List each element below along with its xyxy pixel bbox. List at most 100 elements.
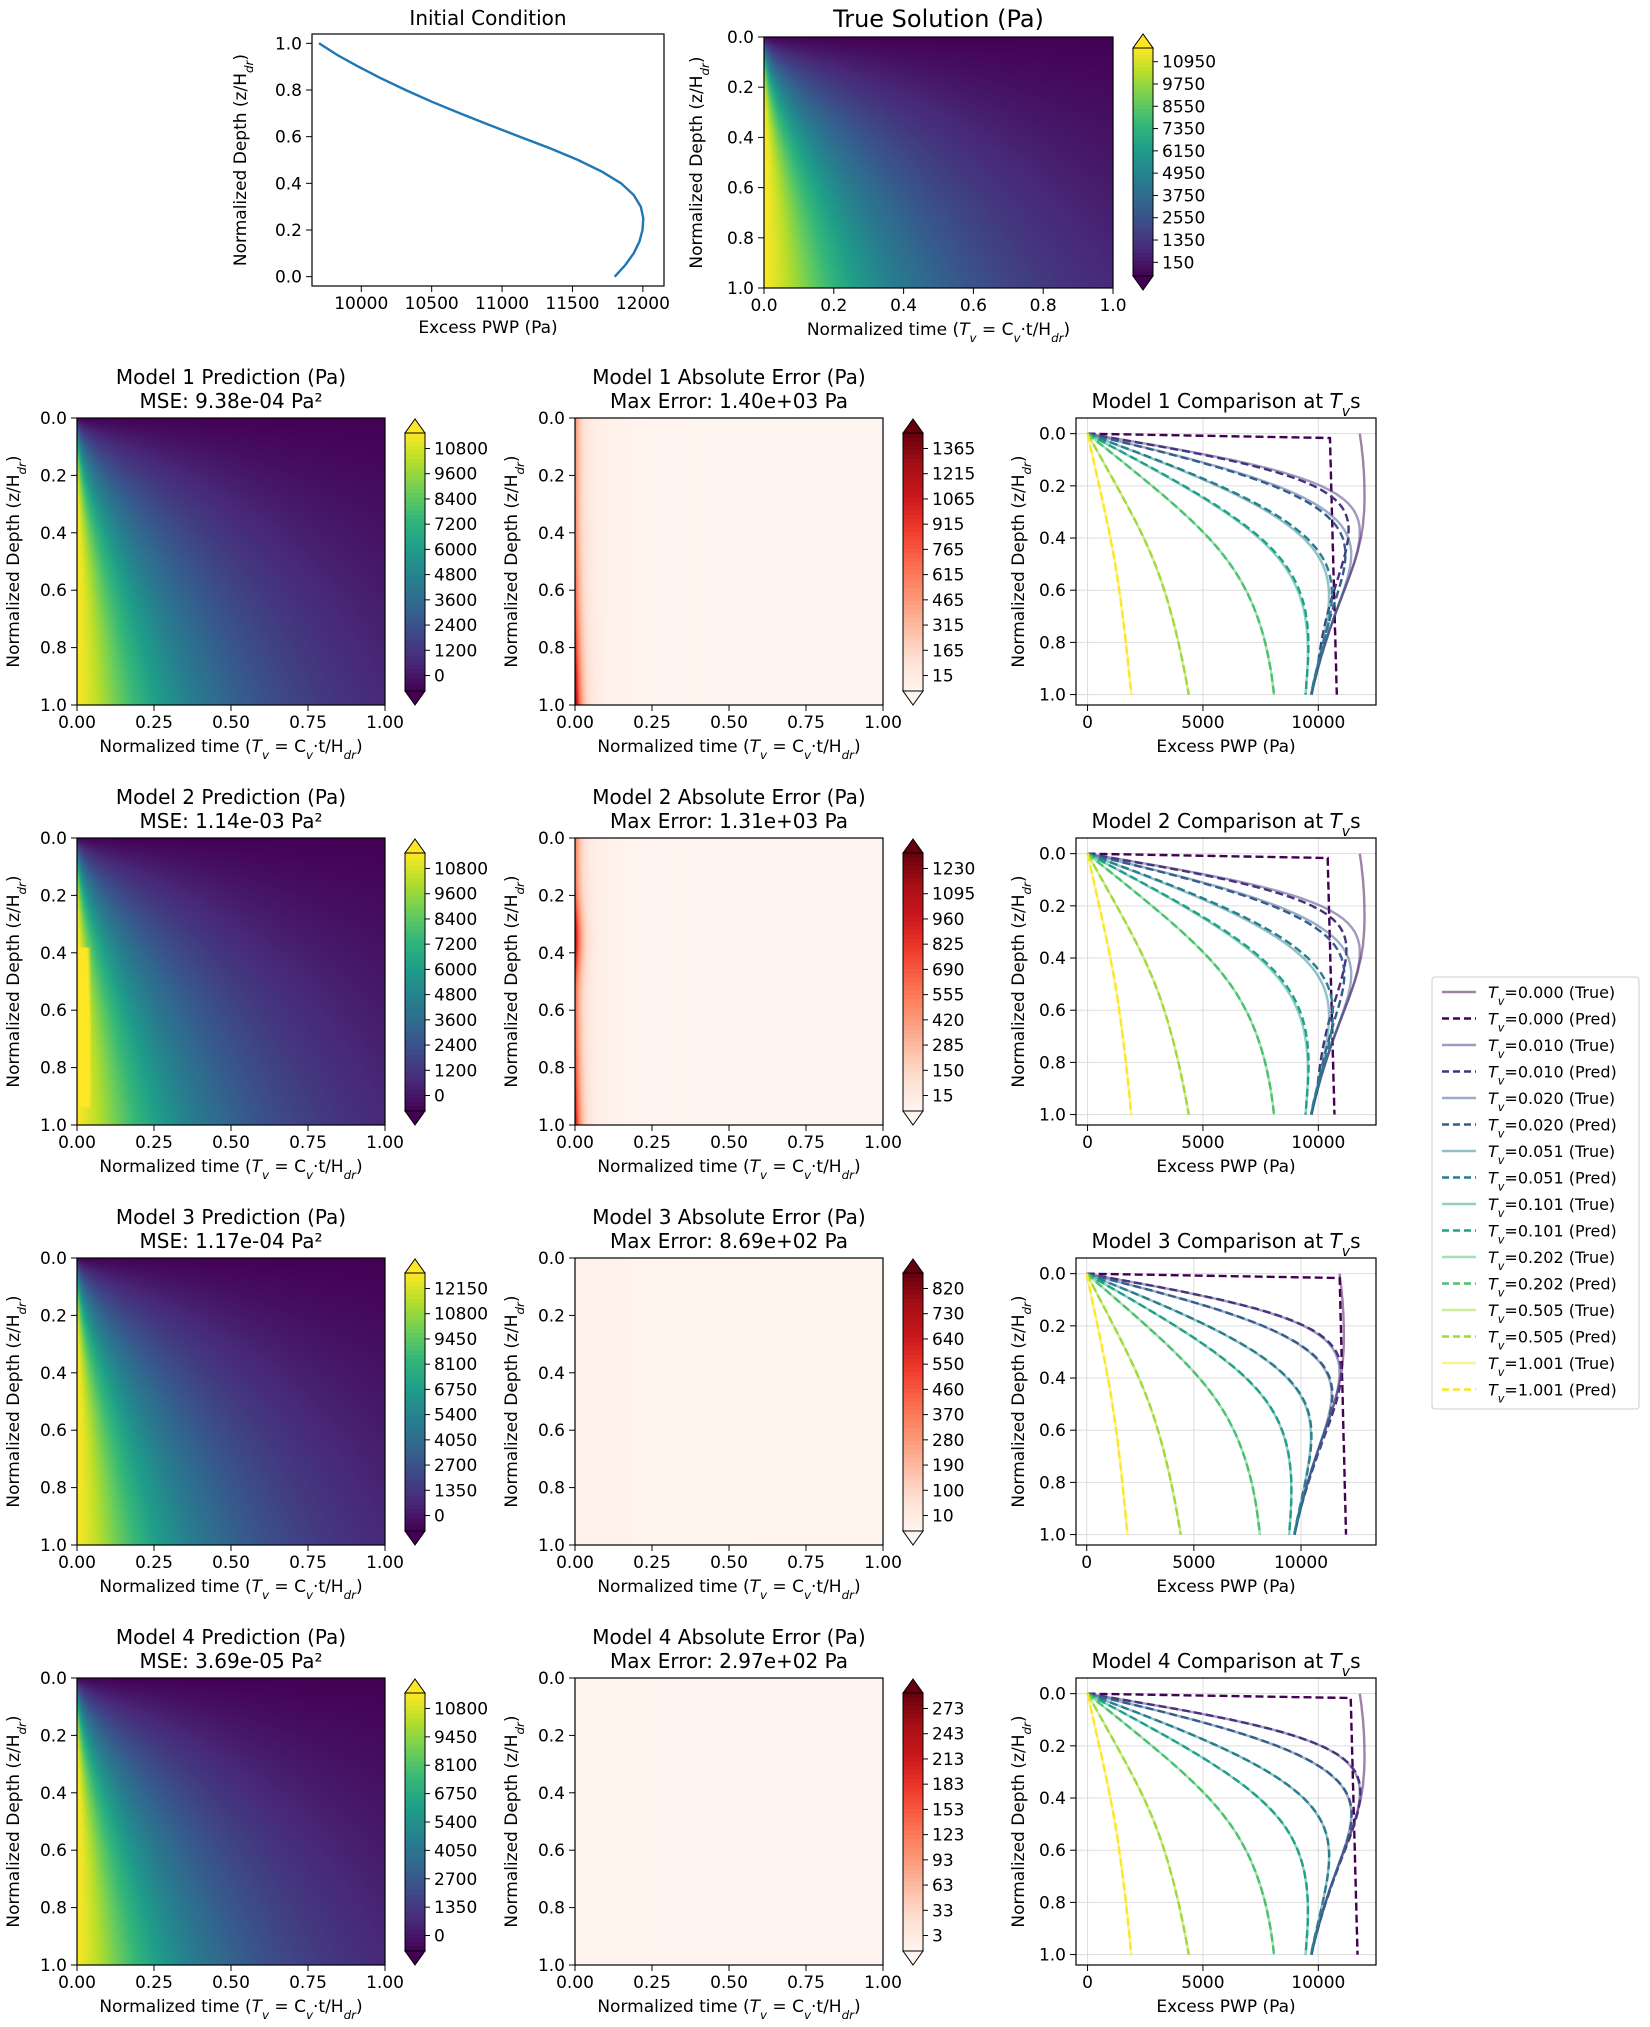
colorbar-label: 420 xyxy=(932,1011,964,1031)
colorbar-segment xyxy=(903,926,923,931)
x-tick-label: 0.25 xyxy=(633,1553,671,1573)
colorbar-segment xyxy=(405,1834,425,1840)
colorbar-segment xyxy=(405,1852,425,1857)
label-part: =0.020 (True) xyxy=(1504,1089,1615,1108)
colorbar-segment xyxy=(1133,249,1153,254)
subscript: v xyxy=(1498,1339,1505,1352)
colorbar-segment xyxy=(1133,108,1153,114)
colorbar-segment xyxy=(405,673,425,679)
colorbar-segment xyxy=(903,1059,923,1065)
colorbar-segment xyxy=(903,454,923,460)
colorbar-label: 1350 xyxy=(434,1898,477,1918)
colorbar-segment xyxy=(903,609,923,615)
colorbar-segment xyxy=(903,523,923,529)
colorbar-segment xyxy=(903,574,923,580)
italic-symbol: T xyxy=(252,737,264,757)
colorbar-segment xyxy=(903,1042,923,1048)
x-axis-label: Normalized time (Tv = Cv·t/Hdr) xyxy=(99,1577,362,1602)
colorbar-segment xyxy=(1133,196,1153,201)
subscript: v xyxy=(760,2008,768,2022)
pred-series-line xyxy=(1085,1273,1129,1535)
colorbar-segment xyxy=(1133,120,1153,125)
colorbar-segment xyxy=(405,1813,425,1819)
colorbar-frame xyxy=(404,432,426,692)
label-part: ) xyxy=(854,1157,861,1177)
x-tick-label: 0.75 xyxy=(787,713,825,733)
label-part: = C xyxy=(269,737,306,757)
colorbar-segment xyxy=(405,1098,425,1103)
colorbar-segment xyxy=(405,891,425,897)
colorbar-segment xyxy=(903,1779,923,1784)
x-tick-label: 0.6 xyxy=(960,296,987,316)
colorbar-segment xyxy=(405,934,425,940)
colorbar-segment xyxy=(405,1705,425,1711)
true-series-line xyxy=(1087,852,1331,1115)
pred-series-line xyxy=(1086,1692,1276,1955)
colorbar-segment xyxy=(405,1307,425,1313)
y-tick-label: 0.8 xyxy=(538,1899,565,1919)
y-tick-label: 1.0 xyxy=(1039,1106,1066,1126)
y-axis-label: Normalized Depth (z/Hdr) xyxy=(502,875,527,1087)
colorbar-segment xyxy=(405,861,425,867)
x-tick-label: 0 xyxy=(1082,713,1093,733)
subscript: v xyxy=(1498,995,1505,1008)
x-tick-label: 0.75 xyxy=(787,1973,825,1993)
colorbar-segment xyxy=(903,1830,923,1836)
x-tick-label: 0.00 xyxy=(58,1133,96,1153)
colorbar-segment xyxy=(903,1316,923,1321)
label-part: Model 4 Comparison at xyxy=(1092,1649,1330,1673)
colorbar-segment xyxy=(903,1843,923,1849)
x-axis-label: Normalized time (Tv = Cv·t/Hdr) xyxy=(99,1997,362,2022)
colorbar-segment xyxy=(405,1016,425,1022)
y-tick-label: 0.2 xyxy=(538,466,565,486)
colorbar-label: 4050 xyxy=(434,1841,477,1861)
colorbar-label: 555 xyxy=(932,986,964,1006)
heatmap-image xyxy=(77,1258,385,1545)
colorbar-segment xyxy=(903,1440,923,1446)
colorbar-segment xyxy=(903,1072,923,1078)
subscript: dr xyxy=(513,881,527,895)
model-4-prediction-heatmap: Model 4 Prediction (Pa)MSE: 3.69e-05 Pa²… xyxy=(4,1625,488,2022)
colorbar-segment xyxy=(405,1046,425,1052)
y-tick-label: 0.4 xyxy=(40,1364,67,1384)
colorbar-label: 4950 xyxy=(1162,164,1205,184)
x-tick-label: 5000 xyxy=(1181,1973,1224,1993)
colorbar-segment xyxy=(903,1341,923,1347)
colorbar-segment xyxy=(1133,211,1153,216)
colorbar-segment xyxy=(1133,112,1153,117)
y-tick-label: 0.8 xyxy=(1039,1053,1066,1073)
colorbar-segment xyxy=(1133,207,1153,212)
colorbar-segment xyxy=(405,930,425,936)
colorbar-segment xyxy=(903,921,923,927)
subscript: v xyxy=(1498,1127,1505,1140)
colorbar-label: 6000 xyxy=(434,960,477,980)
italic-symbol: T xyxy=(1330,1229,1344,1253)
colorbar-segment xyxy=(903,600,923,606)
colorbar-segment xyxy=(903,1033,923,1039)
colorbar-extend-max xyxy=(902,1258,924,1274)
colorbar-segment xyxy=(405,1277,425,1283)
true-series-line xyxy=(1086,853,1190,1115)
x-axis-label: Normalized time (Tv = Cv·t/Hdr) xyxy=(807,320,1070,345)
colorbar-segment xyxy=(903,1865,923,1870)
colorbar-segment xyxy=(405,900,425,906)
label-part: Normalized time ( xyxy=(99,1997,251,2017)
colorbar-segment xyxy=(903,904,923,910)
y-tick-label: 0.2 xyxy=(40,886,67,906)
chart-title: Model 3 Prediction (Pa) xyxy=(116,1205,346,1229)
colorbar-segment xyxy=(405,1886,425,1892)
subscript: v xyxy=(760,1168,768,1182)
x-tick-label: 0.25 xyxy=(135,1553,173,1573)
legend-label: Tv=0.202 (Pred) xyxy=(1488,1275,1617,1300)
x-tick-label: 0.50 xyxy=(212,1133,250,1153)
x-tick-label: 0.25 xyxy=(633,1133,671,1153)
colorbar-segment xyxy=(903,891,923,897)
colorbar-segment xyxy=(405,1072,425,1078)
colorbar-segment xyxy=(903,579,923,585)
colorbar-segment xyxy=(405,570,425,576)
colorbar-segment xyxy=(903,973,923,979)
legend-label: Tv=0.101 (True) xyxy=(1488,1195,1615,1220)
colorbar-segment xyxy=(405,648,425,653)
pred-series-line xyxy=(1087,1692,1353,1955)
italic-symbol: T xyxy=(1488,1222,1499,1241)
